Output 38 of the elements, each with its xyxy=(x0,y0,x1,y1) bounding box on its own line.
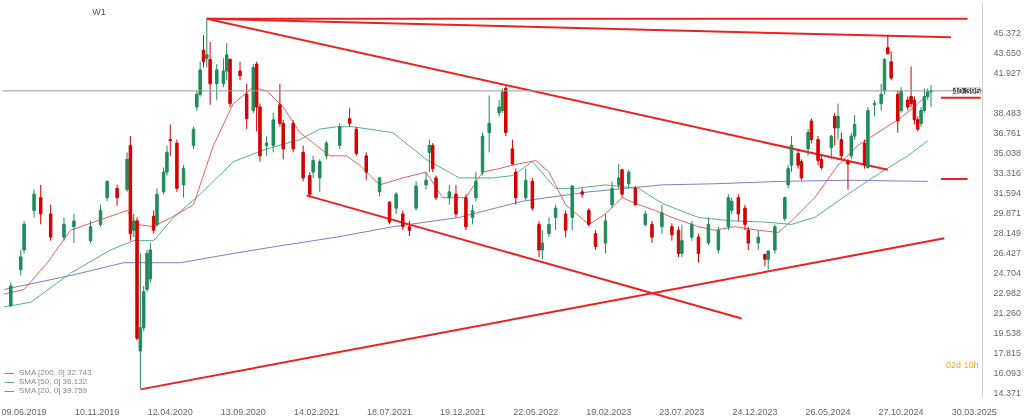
x-tick-label: 23.07.2023 xyxy=(659,406,705,417)
x-tick-label: 24.12.2023 xyxy=(732,406,778,417)
x-tick-label: 14.02.2021 xyxy=(293,406,339,417)
legend-label: SMA [20, 0] 39.759 xyxy=(19,386,88,395)
legend-label: SMA [200, 0] 32.743 xyxy=(19,368,92,377)
annotation: W1 xyxy=(92,6,106,17)
y-tick-label: 21.260 xyxy=(993,308,1022,319)
y-tick-label: 36.761 xyxy=(993,128,1022,139)
x-tick-label: 09.06.2019 xyxy=(1,406,47,417)
y-tick-label: 16.093 xyxy=(993,368,1022,379)
y-tick-label: 17.815 xyxy=(993,348,1022,359)
annotation: 02d 10h xyxy=(945,359,979,370)
y-tick-label: 29.871 xyxy=(993,208,1022,219)
y-tick-label: 45.372 xyxy=(993,28,1022,39)
x-tick-label: 12.04.2020 xyxy=(147,406,193,417)
y-tick-label: 41.927 xyxy=(993,68,1022,79)
x-tick-label: 18.07.2021 xyxy=(366,406,413,417)
x-tick-label: 19.02.2023 xyxy=(586,406,632,417)
x-tick-label: 13.09.2020 xyxy=(220,406,266,417)
y-tick-label: 31.594 xyxy=(993,188,1022,199)
x-tick-label: 30.03.2025 xyxy=(951,406,997,417)
y-tick-label: 24.704 xyxy=(993,268,1022,279)
y-tick-label: 43.650 xyxy=(993,48,1022,59)
legend-label: SMA [50, 0] 36.132 xyxy=(19,377,88,386)
x-tick-label: 19.12.2021 xyxy=(440,406,486,417)
y-tick-label: 38.483 xyxy=(993,108,1022,119)
y-tick-label: 22.982 xyxy=(993,288,1022,299)
y-tick-label: 14.371 xyxy=(993,388,1022,399)
x-tick-label: 26.05.2024 xyxy=(805,406,851,417)
y-tick-label: 26.427 xyxy=(993,248,1022,259)
y-tick-label: 19.538 xyxy=(993,328,1022,339)
y-tick-label: 33.316 xyxy=(993,168,1022,179)
x-tick-label: 27.10.2024 xyxy=(878,406,924,417)
x-tick-label: 10.11.2019 xyxy=(74,406,120,417)
ref-line-label: 40.395 xyxy=(952,85,981,96)
x-tick-label: 22.05.2022 xyxy=(513,406,559,417)
y-tick-label: 35.038 xyxy=(993,148,1022,159)
y-tick-label: 28.149 xyxy=(993,228,1022,239)
